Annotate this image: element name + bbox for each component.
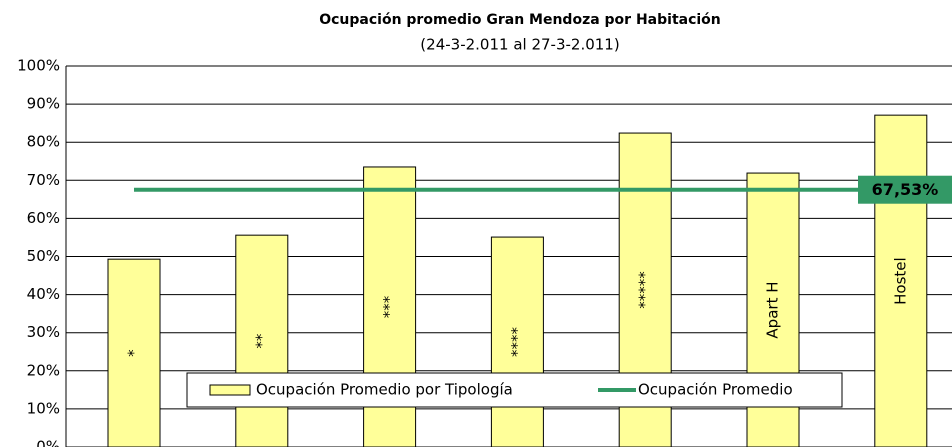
- bar: [490, 236, 544, 447]
- bar: [107, 258, 161, 447]
- y-tick-label: 50%: [27, 247, 60, 265]
- average-label-box: [858, 175, 952, 204]
- y-tick-label: 90%: [27, 95, 60, 113]
- legend-label: Ocupación Promedio: [638, 381, 793, 399]
- bar: [874, 114, 928, 447]
- category-label: *: [125, 349, 143, 357]
- y-tick-label: 70%: [27, 171, 60, 189]
- category-label: Hostel: [891, 257, 909, 305]
- y-tick-label: 100%: [17, 57, 60, 75]
- legend-box: [186, 372, 843, 408]
- y-tick-label: 80%: [27, 133, 60, 151]
- y-tick-label: 0%: [36, 438, 60, 447]
- y-tick-label: 60%: [27, 209, 60, 227]
- average-label: 67,53%: [872, 180, 939, 199]
- category-label: **: [252, 333, 270, 349]
- y-tick-label: 40%: [27, 285, 60, 303]
- bar: [235, 234, 289, 447]
- chart-subtitle: (24-3-2.011 al 27-3-2.011): [420, 36, 619, 54]
- category-label: *****: [636, 271, 654, 309]
- y-tick-label: 20%: [27, 361, 60, 379]
- category-label: ***: [380, 295, 398, 318]
- y-tick-label: 10%: [27, 399, 60, 417]
- y-tick-label: 30%: [27, 323, 60, 341]
- chart-title: Ocupación promedio Gran Mendoza por Habi…: [319, 12, 721, 28]
- legend-label: Ocupación Promedio por Tipología: [256, 381, 513, 399]
- legend-swatch: [209, 384, 251, 396]
- category-label: ****: [508, 327, 526, 358]
- category-label: Apart H: [764, 281, 782, 338]
